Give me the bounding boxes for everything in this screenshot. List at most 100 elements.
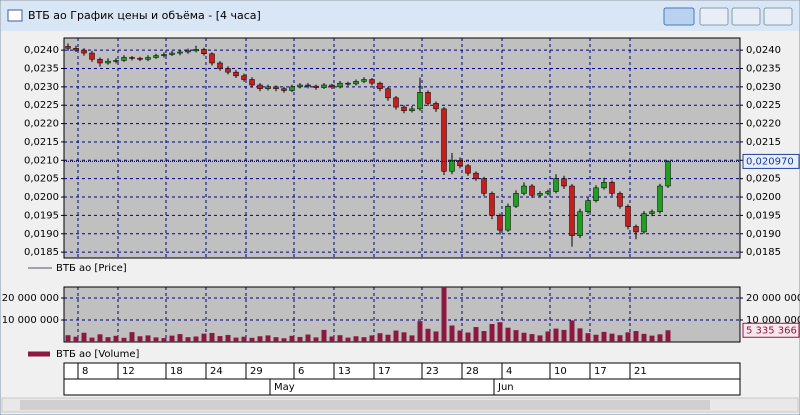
volume-bar [577,328,583,342]
volume-bar [185,337,191,342]
candle-body [577,211,583,236]
candle-body [489,193,495,216]
volume-bar [529,334,535,342]
volume-bar [97,334,103,342]
x-tick-label: 17 [594,366,607,377]
scrollbar-thumb[interactable] [20,400,710,410]
volume-bar [585,333,591,342]
volume-bar [385,334,391,342]
volume-bar [625,332,631,342]
candle-body [169,52,175,55]
volume-bar [505,327,511,342]
volume-bar [409,335,415,342]
y-tick-label: 0,0230 [24,82,59,93]
x-tick-label: 24 [210,366,223,377]
volume-bar [417,321,423,342]
volume-bar [361,337,367,342]
candle-body [337,82,343,88]
y-tick-label: 0,0190 [746,229,781,240]
volume-bar [665,330,671,342]
volume-bar [369,335,375,342]
volume-bar [137,336,143,342]
volume-bar [537,335,543,342]
candle-body [585,200,591,212]
candle-body [305,84,311,87]
x-tick-label: 21 [634,366,647,377]
candle-body [97,59,103,64]
y-tick-label: 20 000 000 [746,293,800,304]
volume-bar [425,328,431,342]
candle-body [513,193,519,207]
volume-bar [233,337,239,342]
volume-bar [457,330,463,342]
window-icon [7,9,23,22]
candle-body [193,49,199,52]
volume-bar [89,337,95,342]
x-tick-label: 23 [426,366,439,377]
candle-body [473,172,479,179]
candle-body [313,85,319,88]
current-value-label: 5 335 366 [746,325,797,336]
candle-body [657,185,663,212]
volume-bar [297,336,303,342]
y-tick-label: 0,0195 [24,210,59,221]
candle-body [129,57,135,59]
candle-body [185,50,191,53]
y-tick-label: 20 000 000 [2,293,59,304]
candle-body [121,57,127,61]
volume-bar [649,335,655,342]
x-tick-label: 18 [170,366,183,377]
candle-body [465,165,471,174]
volume-bar [313,337,319,342]
y-tick-label: 0,0225 [24,100,59,111]
candle-body [73,48,79,51]
volume-bar [561,329,567,342]
y-tick-label: 0,0190 [24,229,59,240]
candle-body [393,97,399,108]
volume-bar [209,332,215,342]
candle-body [433,103,439,110]
minimize-button[interactable] [699,7,729,26]
volume-bar [305,334,311,342]
volume-bar [497,322,503,342]
volume-bar [337,335,343,342]
volume-bar [465,332,471,342]
volume-bar [441,287,447,342]
candle-body [545,191,551,194]
candle-body [497,215,503,231]
x-tick-label: 29 [250,366,263,377]
volume-bar [201,333,207,342]
y-tick-label: 0,0215 [24,137,59,148]
volume-bar [113,335,119,342]
candle-body [353,81,359,85]
volume-bar [121,337,127,342]
candle-body [105,60,111,64]
candle-body [481,178,487,194]
candle-body [569,185,575,236]
y-tick-label: 0,0235 [746,63,781,74]
month-label: May [274,382,295,393]
volume-bar [161,338,167,342]
candle-body [257,84,263,89]
volume-bar [545,331,551,342]
candle-body [297,84,303,88]
candle-body [161,54,167,56]
volume-bar [489,323,495,342]
current-value-box [742,153,800,169]
volume-bar [593,334,599,342]
candle-body [225,68,231,73]
link-button[interactable] [663,7,695,26]
maximize-button[interactable] [731,7,761,26]
volume-bar [553,328,559,342]
x-tick-label: 12 [122,366,135,377]
y-tick-label: 0,0200 [24,192,59,203]
volume-bar [65,335,71,342]
volume-bar [521,332,527,342]
volume-bar [249,337,255,342]
volume-bar [633,331,639,342]
volume-bar [73,336,79,342]
candle-body [201,49,207,55]
close-button[interactable] [763,7,793,26]
volume-bar [473,327,479,342]
